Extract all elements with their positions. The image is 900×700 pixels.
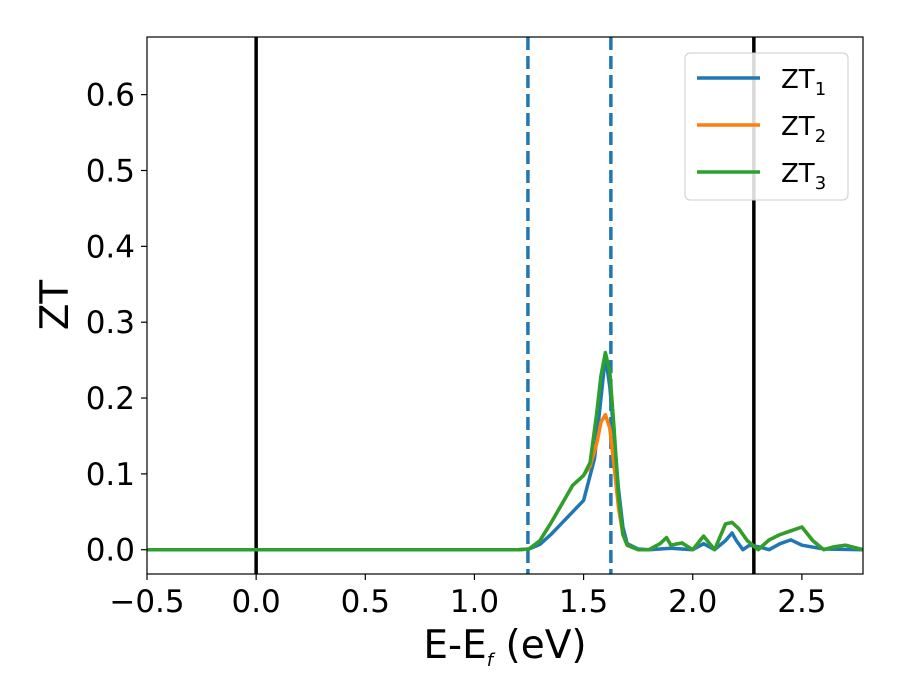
x-tick-label: 0.5	[341, 584, 390, 620]
series-lines	[147, 350, 863, 552]
y-axis-label: ZT	[33, 280, 78, 331]
y-tick-label: 0.0	[86, 533, 135, 569]
x-tick-label: −0.5	[109, 584, 184, 620]
x-tick-label: 2.5	[777, 584, 826, 620]
x-tick-label: 2.0	[668, 584, 717, 620]
y-tick-label: 0.2	[86, 381, 135, 417]
legend-label-zt2: ZT2	[781, 112, 826, 147]
series-line-zt3	[147, 350, 863, 552]
plot-frame	[146, 36, 864, 575]
y-tick-label: 0.3	[86, 305, 135, 341]
x-axis-label: E-Ef (eV)	[423, 623, 586, 671]
x-axis-ticks: −0.5 0.0 0.5 1.0 1.5 2.0 2.5	[109, 574, 827, 620]
y-tick-label: 0.1	[86, 457, 135, 493]
x-tick-label: 1.0	[450, 584, 499, 620]
legend-label-zt1: ZT1	[781, 65, 826, 100]
x-tick-label: 0.0	[231, 584, 280, 620]
y-tick-label: 0.6	[86, 78, 135, 114]
y-tick-label: 0.5	[86, 153, 135, 189]
reference-lines	[254, 37, 756, 574]
y-axis-ticks: 0.0 0.1 0.2 0.3 0.4 0.5 0.6	[86, 78, 147, 569]
y-tick-label: 0.4	[86, 229, 135, 265]
legend-label-zt3: ZT3	[781, 159, 826, 194]
x-tick-label: 1.5	[559, 584, 608, 620]
legend: ZT1 ZT2 ZT3	[684, 52, 849, 201]
legend-box	[684, 52, 849, 201]
